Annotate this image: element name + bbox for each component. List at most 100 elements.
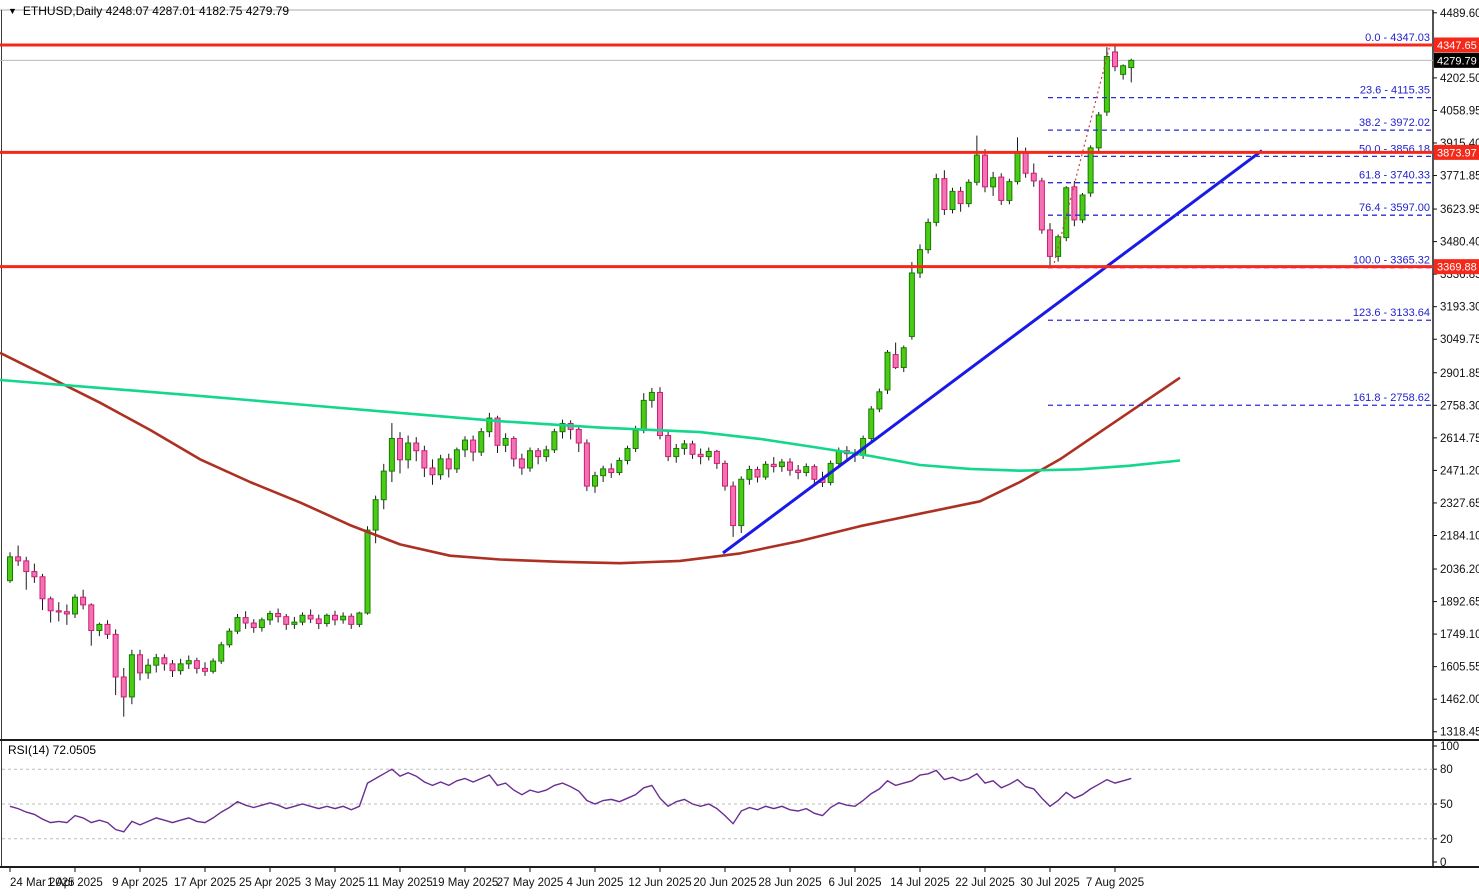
price-tick-label: 3049.75 <box>1440 334 1479 346</box>
bear-candle <box>112 633 119 678</box>
price-tick-label: 2901.85 <box>1440 368 1479 380</box>
bull-candle <box>502 437 509 446</box>
rsi-axis[interactable]: 100 80 50 20 0 <box>1433 741 1459 869</box>
bull-candle <box>437 458 444 476</box>
bear-candle <box>202 667 208 672</box>
bull-candle <box>868 408 875 439</box>
bull-candle <box>632 429 639 449</box>
bull-candle <box>551 431 558 451</box>
bull-candle <box>323 614 330 624</box>
bull-candle <box>917 249 923 274</box>
bear-candle <box>332 614 338 621</box>
price-tick-label: 2614.75 <box>1440 433 1479 445</box>
rsi-line <box>9 768 1132 833</box>
bull-candle <box>990 177 997 188</box>
bull-candle <box>153 657 160 666</box>
bear-candle <box>811 466 818 480</box>
rsi-gridlines <box>2 768 1433 840</box>
bull-candle <box>299 614 306 623</box>
date-tick-label: 9 Apr 2025 <box>112 877 168 889</box>
bull-candle <box>210 660 217 672</box>
date-tick-label: 11 May 2025 <box>367 877 433 889</box>
date-tick-label: 6 Jul 2025 <box>828 877 881 889</box>
rsi-tick-label: 100 <box>1440 741 1459 753</box>
bear-candle <box>120 676 127 698</box>
price-tick-label: 2327.65 <box>1440 498 1479 510</box>
bull-candle <box>1095 114 1102 149</box>
rsi-tick-label: 0 <box>1440 857 1446 869</box>
candles-layer[interactable] <box>7 44 1135 717</box>
bull-candle <box>1006 181 1013 201</box>
bear-candle <box>169 663 176 672</box>
price-tick-label: 2758.30 <box>1440 400 1479 412</box>
date-tick-label: 4 Jun 2025 <box>567 877 624 889</box>
date-tick-label: 19 May 2025 <box>432 877 499 889</box>
svg-text:3873.97: 3873.97 <box>1437 147 1477 159</box>
bear-candle <box>730 485 737 527</box>
bear-candle <box>445 458 452 470</box>
bull-candle <box>340 615 347 621</box>
price-tick-label: 1892.65 <box>1440 597 1479 609</box>
price-tick-label: 2184.10 <box>1440 530 1479 542</box>
bull-candle <box>364 529 371 614</box>
bear-candle <box>63 611 70 615</box>
horizontal-support-resistance-lines[interactable] <box>0 43 1433 269</box>
bear-candle <box>770 463 777 468</box>
bear-candle <box>275 613 282 618</box>
bear-candle <box>1071 186 1078 221</box>
bull-candle <box>96 623 103 632</box>
bull-candle <box>226 630 233 646</box>
bear-candle <box>892 354 899 369</box>
bear-candle <box>689 443 696 455</box>
price-tick-label: 4489.60 <box>1440 8 1479 20</box>
price-axis[interactable]: 4489.604202.504058.953915.403771.853623.… <box>1433 8 1479 739</box>
bull-candle <box>234 617 241 632</box>
fib-level-label: 38.2 - 3972.02 <box>1359 117 1430 129</box>
bull-candle <box>177 663 184 672</box>
fib-diagonal-line <box>1052 44 1111 268</box>
bull-candle <box>876 391 883 410</box>
bull-candle <box>72 596 78 615</box>
price-tick-label: 1749.10 <box>1440 629 1479 641</box>
date-tick-label: 30 Jul 2025 <box>1020 877 1079 889</box>
bear-candle <box>88 604 95 632</box>
bull-candle <box>356 612 363 625</box>
trendline[interactable] <box>722 149 1263 555</box>
bear-candle <box>697 453 704 458</box>
bull-candle <box>267 613 273 621</box>
bull-candle <box>746 469 753 480</box>
bear-candle <box>315 618 322 624</box>
ma-fast-line <box>0 378 1181 473</box>
symbol-dropdown-icon[interactable]: ▼ <box>8 6 17 16</box>
fib-level-label: 161.8 - 2758.62 <box>1353 392 1430 404</box>
bear-candle <box>494 417 501 446</box>
bull-candle <box>900 347 907 369</box>
bull-candle <box>778 461 785 468</box>
bear-candle <box>307 614 314 620</box>
ma-slow-line <box>0 351 1181 565</box>
price-tick-label: 2471.20 <box>1440 465 1479 477</box>
price-tag-red: 4347.65 <box>1434 37 1479 53</box>
fib-level-label: 61.8 - 3740.33 <box>1359 170 1430 182</box>
bear-candle <box>15 556 22 562</box>
bull-candle <box>624 447 631 461</box>
bear-candle <box>348 615 355 625</box>
date-tick-label: 12 Jun 2025 <box>628 877 691 889</box>
bear-candle <box>137 654 143 674</box>
bull-candle <box>543 449 550 458</box>
bear-candle <box>104 623 111 635</box>
bull-candle <box>1103 55 1110 113</box>
bear-candle <box>23 560 30 573</box>
bull-candle <box>1120 65 1127 75</box>
bull-candle <box>478 431 485 453</box>
bull-candle <box>835 450 842 464</box>
fib-level-label: 0.0 - 4347.03 <box>1365 32 1430 44</box>
fib-level-label: 123.6 - 3133.64 <box>1353 307 1430 319</box>
price-tick-label: 1462.00 <box>1440 694 1479 706</box>
bear-candle <box>795 469 802 473</box>
chart-title-text: ETHUSD,Daily 4248.07 4287.01 4182.75 427… <box>22 4 290 18</box>
bear-candle <box>998 176 1005 201</box>
price-tick-label: 2036.20 <box>1440 564 1479 576</box>
